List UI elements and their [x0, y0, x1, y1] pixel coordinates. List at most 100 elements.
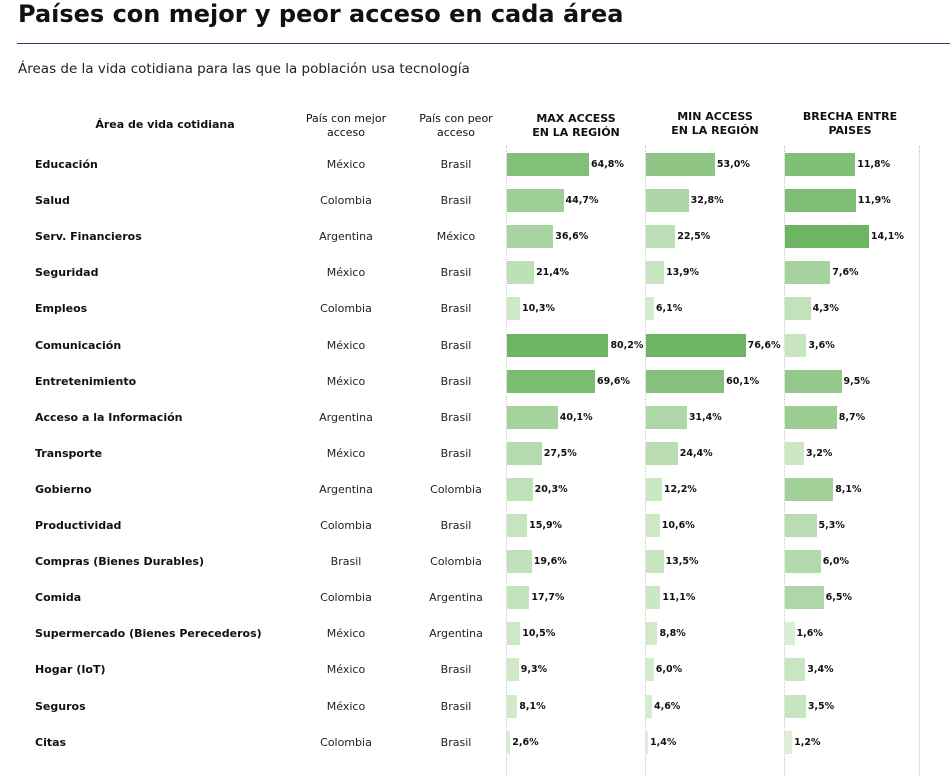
bar-label-max: 36,6%: [555, 231, 589, 243]
row-area-label: Gobierno: [35, 482, 92, 496]
row-worst-country: Colombia: [430, 482, 482, 496]
bar-gap: [785, 261, 831, 285]
row-best-country: México: [326, 627, 366, 641]
bar-max: [507, 297, 521, 321]
row-best-country: México: [326, 446, 366, 460]
row-worst-country: Brasil: [440, 302, 472, 316]
bar-label-min: 60,1%: [726, 375, 760, 387]
bar-label-max: 19,6%: [533, 556, 567, 568]
bar-gap: [785, 405, 837, 429]
bar-max: [507, 477, 533, 501]
bar-gap: [785, 514, 817, 537]
bar-label-min: 1,4%: [650, 736, 677, 748]
bar-label-max: 15,9%: [529, 520, 563, 531]
row-area-label: Comunicación: [35, 338, 122, 352]
bar-gap: [785, 622, 795, 646]
bar-gap: [785, 153, 856, 176]
subtitle: Áreas de la vida cotidiana para las que …: [18, 61, 470, 77]
row-worst-country: Brasil: [440, 519, 472, 532]
row-area-label: Seguros: [35, 699, 86, 713]
row-worst-country: Brasil: [440, 663, 472, 677]
row-worst-country: Brasil: [440, 699, 472, 713]
row-best-country: Colombia: [320, 735, 372, 749]
header-worst-country: País con peor acceso: [419, 112, 493, 139]
header-area: Área de vida cotidiana: [95, 118, 235, 131]
bar-gap: [785, 369, 842, 393]
bar-gap: [785, 694, 806, 718]
row-area-label: Salud: [35, 194, 70, 208]
bar-label-min: 4,6%: [653, 700, 681, 712]
bar-label-min: 24,4%: [679, 447, 713, 459]
bar-min: [646, 586, 661, 610]
bar-label-gap: 1,2%: [794, 736, 821, 748]
bar-gap: [785, 730, 793, 754]
row-worst-country: Brasil: [440, 194, 472, 208]
header-min-access: MIN ACCESS EN LA REGIÓN: [671, 110, 759, 137]
bar-gap: [785, 586, 824, 610]
bar-max: [507, 730, 511, 754]
bar-label-gap: 3,2%: [806, 447, 833, 459]
bar-gap: [785, 333, 807, 357]
row-best-country: Colombia: [320, 591, 372, 605]
header-best-country: País con mejor acceso: [305, 112, 387, 139]
bar-min: [646, 297, 654, 321]
row-area-label: Productividad: [35, 519, 122, 532]
bar-label-gap: 1,6%: [796, 628, 823, 640]
bar-min: [646, 730, 648, 754]
bar-max: [507, 622, 521, 646]
bar-min: [646, 441, 678, 465]
title-divider: [17, 43, 950, 44]
bar-label-max: 21,4%: [536, 267, 570, 279]
bar-gap: [785, 550, 821, 574]
bar-max: [507, 153, 589, 176]
bar-min: [646, 514, 660, 537]
bar-max: [507, 333, 609, 357]
row-best-country: México: [326, 158, 366, 171]
column-divider-end: [919, 146, 920, 776]
row-worst-country: Brasil: [440, 735, 472, 749]
bar-label-gap: 8,7%: [838, 411, 866, 423]
row-worst-country: Brasil: [440, 338, 472, 352]
bar-min: [646, 658, 654, 682]
bar-label-max: 40,1%: [559, 411, 593, 423]
bar-label-gap: 14,1%: [870, 231, 904, 243]
bar-label-min: 31,4%: [688, 411, 722, 423]
bar-label-gap: 8,1%: [835, 483, 862, 495]
page-title: Países con mejor y peor acceso en cada á…: [18, 0, 624, 28]
column-divider-gap: [784, 146, 785, 776]
row-area-label: Entretenimiento: [35, 374, 137, 388]
bar-min: [646, 261, 665, 285]
bar-max: [507, 586, 530, 610]
bar-label-min: 11,1%: [662, 592, 696, 604]
bar-label-gap: 3,5%: [807, 700, 835, 712]
bar-max: [507, 441, 542, 465]
bar-label-max: 17,7%: [531, 592, 565, 604]
bar-label-gap: 9,5%: [843, 375, 870, 387]
bar-label-max: 9,3%: [520, 664, 548, 676]
bar-label-min: 22,5%: [677, 231, 711, 243]
bar-gap: [785, 441, 805, 465]
bar-label-gap: 6,5%: [825, 592, 853, 604]
row-best-country: México: [326, 374, 366, 388]
bar-label-max: 27,5%: [543, 447, 577, 459]
bar-min: [646, 369, 725, 393]
bar-label-max: 2,6%: [512, 736, 539, 748]
row-area-label: Educación: [35, 158, 98, 171]
bar-min: [646, 694, 652, 718]
bar-max: [507, 261, 535, 285]
bar-min: [646, 333, 746, 357]
bar-label-gap: 6,0%: [822, 556, 850, 568]
bar-label-min: 8,8%: [659, 628, 686, 640]
row-area-label: Seguridad: [35, 266, 99, 280]
row-area-label: Compras (Bienes Durables): [35, 555, 204, 569]
bar-label-min: 6,0%: [655, 664, 683, 676]
bar-label-max: 20,3%: [534, 483, 568, 495]
bar-label-max: 69,6%: [597, 375, 630, 387]
row-best-country: México: [326, 663, 366, 677]
row-best-country: Brasil: [330, 555, 362, 569]
row-best-country: Argentina: [319, 230, 373, 244]
row-worst-country: Brasil: [440, 446, 472, 460]
row-worst-country: Brasil: [440, 410, 472, 424]
row-worst-country: Argentina: [429, 591, 483, 605]
row-best-country: Colombia: [320, 519, 372, 532]
